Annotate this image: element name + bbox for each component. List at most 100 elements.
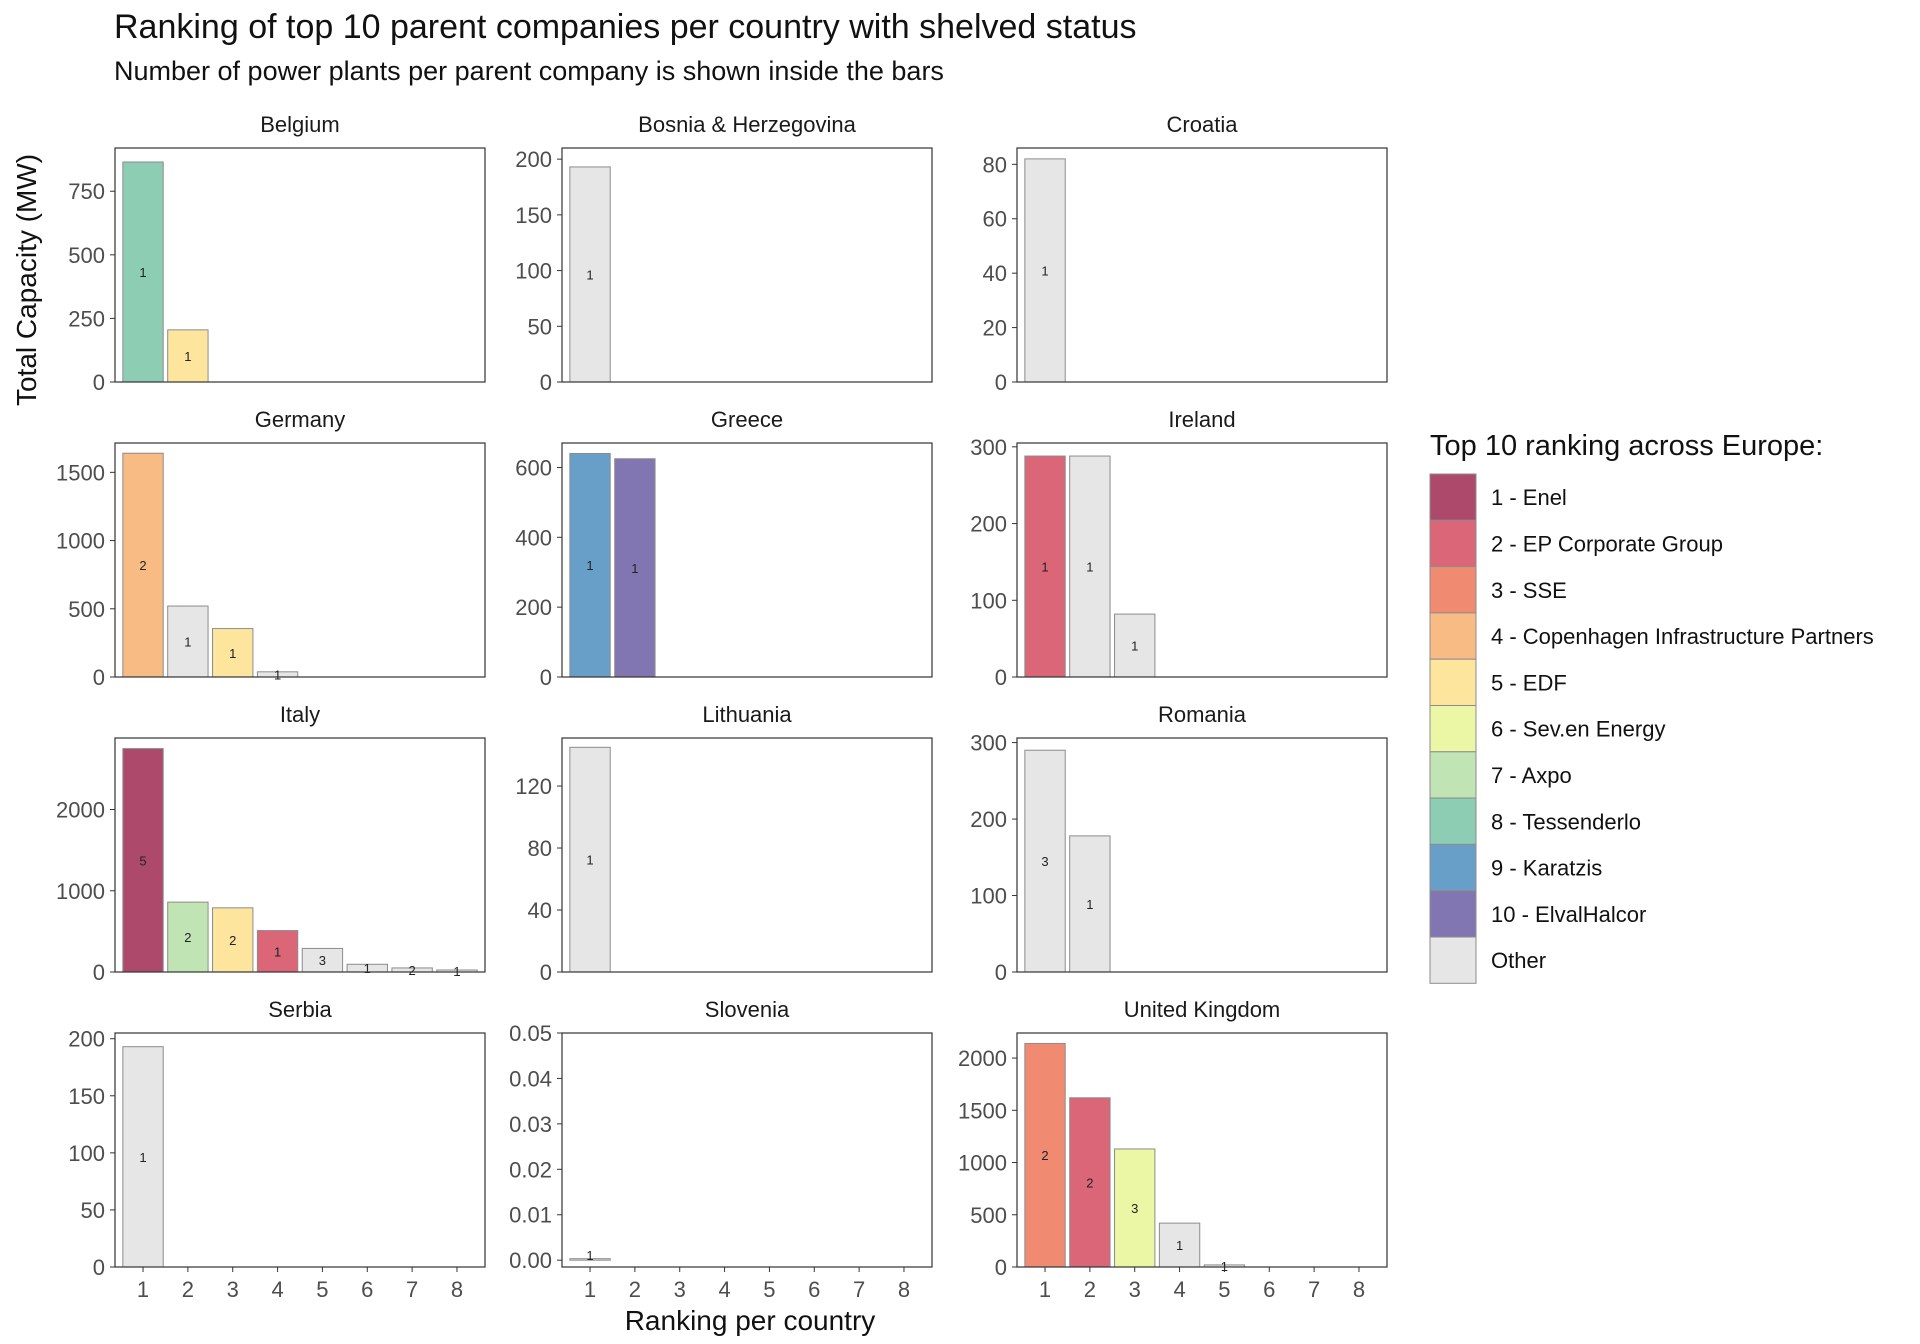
legend-swatch: [1429, 751, 1477, 799]
bar-count-label: 1: [586, 1248, 593, 1263]
y-tick-label: 120: [515, 774, 552, 799]
y-tick-label: 200: [970, 512, 1007, 537]
y-tick-label: 300: [970, 731, 1007, 756]
bar-greece-rank-2: [614, 458, 656, 678]
legend-label: 9 - Karatzis: [1491, 856, 1602, 881]
x-tick-label: 8: [1353, 1277, 1365, 1302]
y-tick-label: 200: [515, 147, 552, 172]
y-tick-label: 0.01: [509, 1203, 552, 1228]
x-tick-label: 4: [271, 1277, 283, 1302]
x-tick-label: 4: [718, 1277, 730, 1302]
y-tick-label: 0: [995, 665, 1007, 690]
bar-count-label: 1: [184, 635, 191, 650]
bar-belgium-rank-1: [122, 161, 164, 383]
bar-bosnia-and-herzegovina-rank-1: [569, 166, 611, 383]
bar-count-label: 2: [1041, 1148, 1048, 1163]
panel-border: [1016, 147, 1388, 383]
bar-count-label: 1: [1041, 263, 1048, 278]
x-tick-label: 7: [853, 1277, 865, 1302]
facet-label-lithuania: Lithuania: [702, 702, 792, 727]
legend-item-9-karatzis: 9 - Karatzis: [1429, 843, 1602, 892]
facet-belgium: Belgium 0 250 500 750 1 1: [68, 112, 486, 395]
legend-title: Top 10 ranking across Europe:: [1430, 430, 1823, 462]
bar-count-label: 1: [586, 853, 593, 868]
y-tick-label: 0.02: [509, 1157, 552, 1182]
y-tick-label: 200: [68, 1027, 105, 1052]
legend-item-2-ep-corporate-group: 2 - EP Corporate Group: [1429, 519, 1723, 568]
bar-united-kingdom-rank-4: [1158, 1222, 1201, 1268]
y-tick-label: 0.04: [509, 1066, 552, 1091]
panel-border: [561, 1032, 933, 1268]
legend-label: 1 - Enel: [1491, 485, 1567, 510]
bar-count-label: 2: [139, 558, 146, 573]
y-tick-label: 50: [81, 1198, 105, 1223]
y-tick-label: 80: [983, 152, 1007, 177]
x-tick-label: 2: [629, 1277, 641, 1302]
facet-label-germany: Germany: [255, 407, 345, 432]
panel-border: [561, 442, 933, 678]
y-tick-label: 250: [68, 306, 105, 331]
facet-label-serbia: Serbia: [268, 997, 332, 1022]
panel-border: [114, 442, 486, 678]
x-tick-label: 6: [1263, 1277, 1275, 1302]
x-tick-label: 3: [1129, 1277, 1141, 1302]
y-tick-label: 20: [983, 316, 1007, 341]
facet-ireland: Ireland 0 100 200 300 1 1 1: [970, 407, 1388, 690]
facet-serbia: Serbia 0 50 100 150 200 1 1 2 3 4 5 6 7 8: [68, 997, 486, 1302]
y-tick-label: 2000: [56, 798, 105, 823]
y-tick-label: 0: [93, 1255, 105, 1280]
bar-germany-rank-3: [212, 628, 254, 678]
bar-slovenia-rank-1: [569, 1258, 611, 1261]
y-tick-label: 100: [970, 884, 1007, 909]
legend-label: 7 - Axpo: [1491, 763, 1572, 788]
x-tick-label: 8: [898, 1277, 910, 1302]
y-tick-label: 0: [93, 960, 105, 985]
panel-border: [1016, 442, 1388, 678]
bar-count-label: 2: [184, 930, 191, 945]
y-tick-label: 60: [983, 207, 1007, 232]
x-tick-label: 7: [1308, 1277, 1320, 1302]
legend: Top 10 ranking across Europe: 1 - Enel 2 …: [1429, 430, 1874, 984]
x-tick-label: 7: [406, 1277, 418, 1302]
chart-subtitle: Number of power plants per parent compan…: [114, 56, 944, 86]
y-tick-label: 300: [970, 435, 1007, 460]
x-tick-label: 2: [182, 1277, 194, 1302]
bar-ireland-rank-2: [1069, 455, 1111, 678]
y-tick-label: 40: [983, 261, 1007, 286]
y-tick-label: 0: [540, 665, 552, 690]
y-tick-label: 200: [970, 807, 1007, 832]
legend-label: 8 - Tessenderlo: [1491, 809, 1641, 834]
y-tick-label: 0: [995, 960, 1007, 985]
y-tick-label: 500: [970, 1203, 1007, 1228]
panel-border: [114, 147, 486, 383]
legend-swatch: [1429, 612, 1477, 660]
y-axis-title: Total Capacity (MW): [11, 154, 42, 406]
legend-swatch: [1429, 797, 1477, 845]
legend-swatch: [1429, 658, 1477, 707]
x-tick-label: 5: [763, 1277, 775, 1302]
bar-count-label: 1: [364, 961, 371, 976]
bar-count-label: 1: [1086, 560, 1093, 575]
x-tick-label: 2: [1084, 1277, 1096, 1302]
bar-count-label: 1: [139, 1150, 146, 1165]
y-tick-label: 750: [68, 179, 105, 204]
x-tick-label: 8: [451, 1277, 463, 1302]
legend-label: 5 - EDF: [1491, 670, 1567, 695]
y-tick-label: 100: [515, 259, 552, 284]
facet-label-croatia: Croatia: [1167, 112, 1239, 137]
y-tick-label: 1000: [56, 529, 105, 554]
facet-slovenia: Slovenia 0.00 0.01 0.02 0.03 0.04 0.05 1 1 2 3 4 5 6 7…: [509, 997, 933, 1302]
bar-count-label: 1: [1041, 560, 1048, 575]
y-tick-label: 100: [970, 588, 1007, 613]
bar-ireland-rank-1: [1024, 455, 1066, 678]
legend-swatch: [1429, 890, 1477, 938]
y-tick-label: 0: [540, 370, 552, 395]
bar-croatia-rank-1: [1024, 158, 1066, 383]
bar-count-label: 2: [1086, 1175, 1093, 1190]
legend-label: 2 - EP Corporate Group: [1491, 531, 1723, 556]
bar-count-label: 2: [409, 963, 416, 978]
y-tick-label: 150: [515, 203, 552, 228]
